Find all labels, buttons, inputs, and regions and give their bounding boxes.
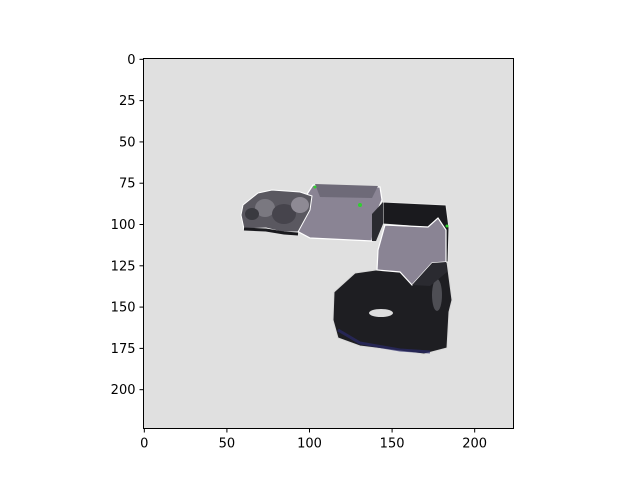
y-tick-label: 125: [111, 259, 136, 274]
y-tick-label: 50: [119, 135, 136, 150]
y-tick-label: 200: [111, 383, 136, 398]
y-axis: 0 25 50 75 100 125 150 175 200: [111, 53, 144, 398]
robot-wrist-detail-1: [255, 199, 275, 217]
robot-wrist-detail-2: [272, 204, 296, 224]
marker-green-3: [445, 224, 449, 228]
robot-forearm-top: [315, 184, 378, 198]
x-tick-label: 200: [462, 437, 487, 452]
y-tick-label: 100: [111, 218, 136, 233]
axes-background: [143, 58, 514, 429]
robot-base-shine: [432, 279, 442, 311]
robot-base-lower-edge: [337, 328, 431, 354]
robot-upper-arm-shade: [412, 262, 447, 286]
x-tick-label: 150: [380, 437, 405, 452]
robot-wrist-detail-4: [245, 208, 259, 220]
x-axis: 0 50 100 150 200: [140, 428, 487, 452]
x-tick-label: 100: [297, 437, 322, 452]
y-tick-label: 175: [111, 342, 136, 357]
x-tick-label: 0: [140, 437, 148, 452]
robot-base-highlight: [369, 309, 393, 317]
marker-green-2: [313, 185, 317, 189]
robot-forearm-dark-side: [372, 202, 383, 241]
axes-frame: [143, 58, 514, 429]
marker-green-1: [358, 203, 362, 207]
robot-wrist-lower-edge: [243, 227, 299, 236]
y-tick-label: 0: [127, 53, 135, 68]
y-tick-label: 25: [119, 94, 136, 109]
y-tick-label: 75: [119, 177, 136, 192]
x-tick-label: 50: [219, 437, 236, 452]
robot-wrist-detail-3: [291, 197, 309, 213]
y-tick-label: 150: [111, 301, 136, 316]
robot-arm-image: [240, 184, 453, 355]
